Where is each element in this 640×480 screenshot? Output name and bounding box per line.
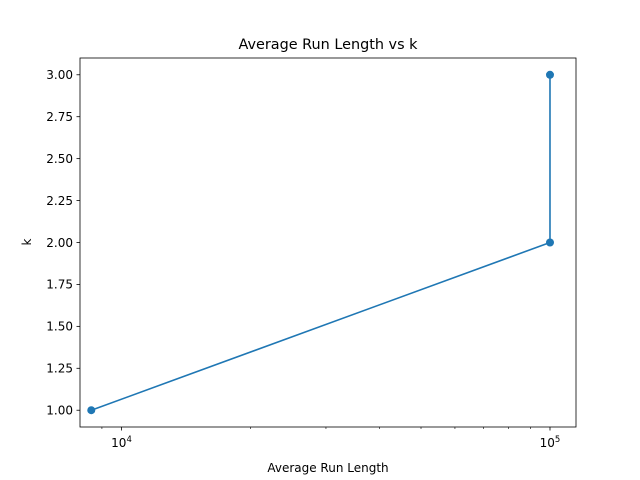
y-tick-label: 2.75 [46, 110, 73, 124]
data-point [545, 70, 554, 79]
y-tick-label: 1.00 [46, 404, 73, 418]
x-tick-label-exponent: 4 [126, 435, 131, 445]
x-tick-label-base: 10 [540, 436, 555, 450]
series-layer [87, 70, 554, 415]
x-tick-label: 105 [540, 435, 561, 450]
y-tick-label: 1.50 [46, 320, 73, 334]
y-tick-label: 2.25 [46, 194, 73, 208]
y-tick-label: 1.25 [46, 362, 73, 376]
x-axis-ticks: 104 105 [101, 427, 561, 450]
y-tick-label: 2.00 [46, 236, 73, 250]
chart-title: Average Run Length vs k [239, 37, 419, 53]
x-tick-label-base: 10 [111, 436, 126, 450]
y-tick-label: 1.75 [46, 278, 73, 292]
data-point [545, 238, 554, 247]
y-tick-label: 2.50 [46, 152, 73, 166]
x-tick-label: 104 [111, 435, 132, 450]
y-tick-label: 3.00 [46, 68, 73, 82]
data-point [87, 406, 96, 415]
y-axis-ticks: 1.00 1.25 1.50 1.75 2.00 2.25 2.50 2.75 3.00 [46, 68, 80, 418]
y-axis-label: k [20, 238, 34, 245]
x-tick-label-exponent: 5 [555, 435, 560, 445]
x-axis-label: Average Run Length [267, 461, 388, 475]
axes-frame [79, 57, 577, 428]
